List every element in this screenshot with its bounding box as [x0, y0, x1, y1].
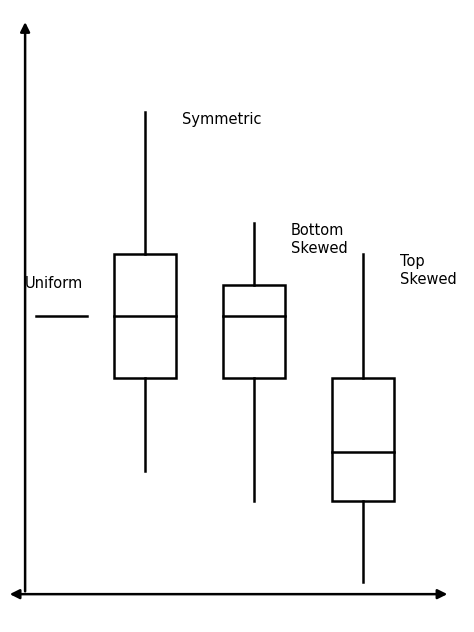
Text: Top
Skewed: Top Skewed [400, 254, 456, 286]
Bar [114, 254, 176, 378]
Bar [223, 285, 285, 378]
Text: Symmetric: Symmetric [182, 112, 261, 127]
Text: Bottom
Skewed: Bottom Skewed [291, 223, 347, 256]
Bar [332, 378, 394, 501]
Text: Uniform: Uniform [25, 276, 83, 291]
